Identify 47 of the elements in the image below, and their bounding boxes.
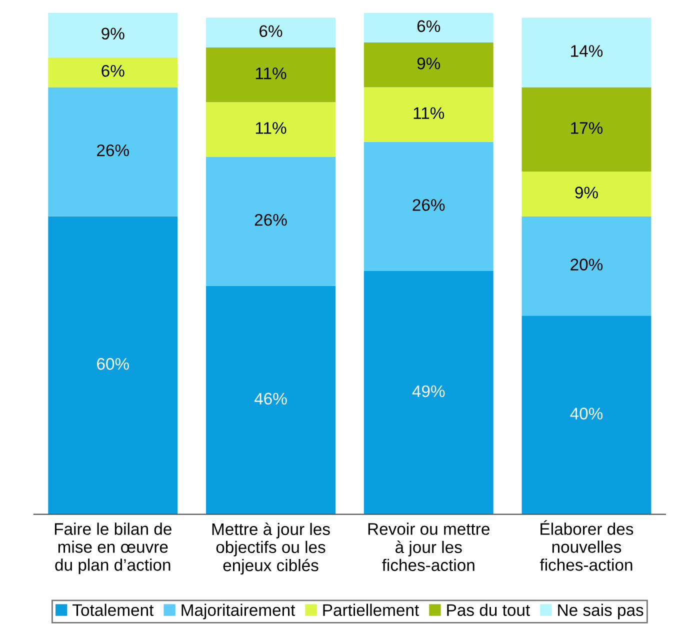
bar <box>522 18 652 88</box>
bar <box>522 172 652 216</box>
data-label: 46% <box>254 392 287 405</box>
data-label: 9% <box>575 186 598 198</box>
bar <box>48 216 178 514</box>
data-label: 9% <box>417 58 440 70</box>
data-label: 11% <box>256 122 286 134</box>
bar <box>206 102 336 157</box>
data-label: 14% <box>571 45 603 57</box>
legend-label: Totalement <box>72 604 154 616</box>
bar <box>522 87 652 172</box>
bar <box>48 87 178 216</box>
bar <box>364 142 494 271</box>
data-label: 9% <box>102 28 124 40</box>
legend-label: Pas du tout <box>447 604 530 616</box>
bar <box>364 87 494 142</box>
x-tick-label: Élaborer des nouvelles fiches-action <box>540 520 634 571</box>
bar <box>48 12 178 58</box>
data-label: 40% <box>570 408 603 420</box>
legend-label: Majoritairement <box>182 604 296 620</box>
bar <box>522 216 652 316</box>
data-label: 11% <box>414 107 444 119</box>
x-tick-label: Revoir ou mettre à jour les fiches-action <box>368 522 490 572</box>
data-label: 49% <box>412 385 445 398</box>
bar <box>206 286 336 514</box>
data-label: 26% <box>97 144 129 156</box>
data-label: 26% <box>254 214 287 226</box>
bar <box>364 12 494 42</box>
data-label: 11% <box>256 68 286 80</box>
data-label: 17% <box>571 122 603 134</box>
bar <box>48 57 178 88</box>
data-label: 6% <box>417 20 440 32</box>
legend-label: Ne sais pas <box>558 604 644 620</box>
bar <box>206 47 336 102</box>
data-label: 20% <box>570 258 603 270</box>
bar <box>206 156 336 286</box>
bar <box>522 316 652 514</box>
bar <box>364 42 494 88</box>
data-label: 60% <box>97 358 129 370</box>
data-label: 6% <box>102 64 124 77</box>
x-tick-label: Mettre à jour les objectifs ou les enjeux ciblés <box>212 522 330 575</box>
legend-label: Partiellement <box>323 604 420 616</box>
bar <box>364 270 494 514</box>
x-tick-label: Faire le bilan de mise en œuvre du plan d’action <box>54 522 172 574</box>
bar <box>206 18 336 48</box>
data-label: 26% <box>412 199 445 211</box>
data-label: 6% <box>260 25 282 38</box>
